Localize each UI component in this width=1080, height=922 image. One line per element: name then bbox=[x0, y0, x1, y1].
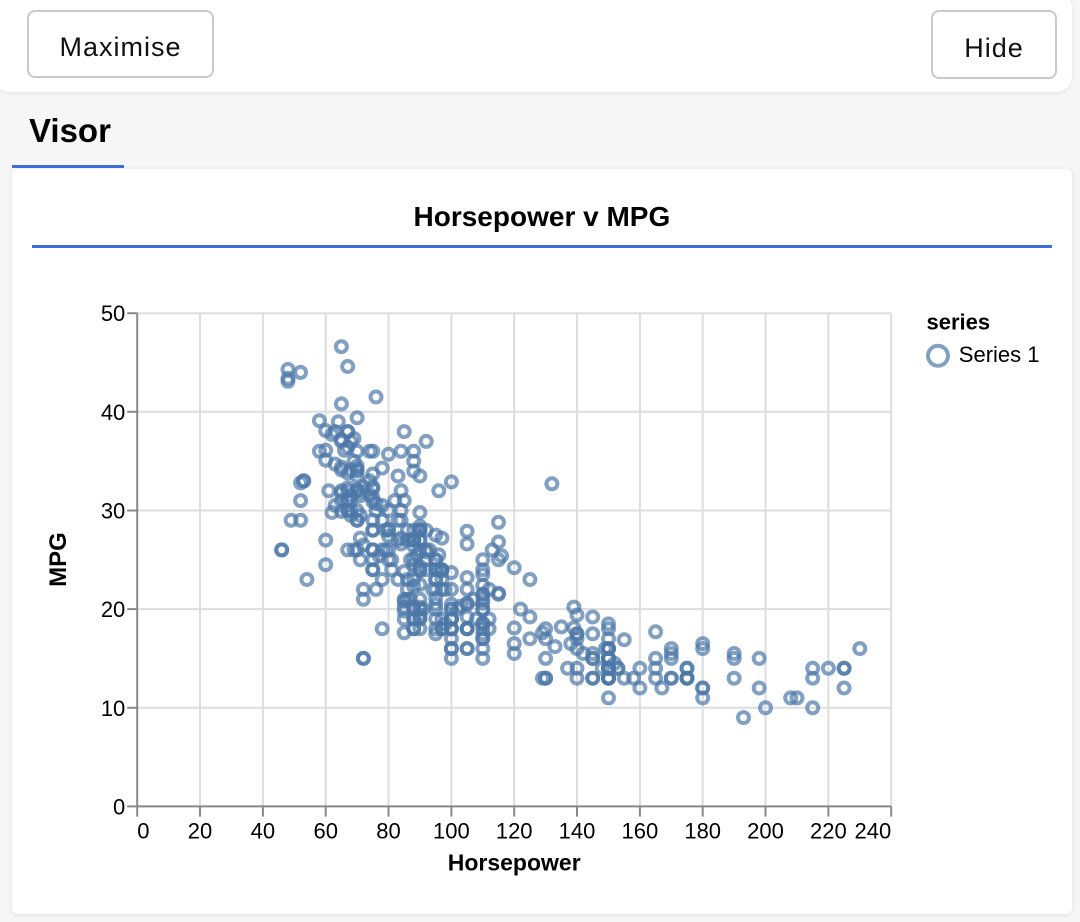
svg-text:60: 60 bbox=[313, 819, 337, 844]
svg-text:Series 1: Series 1 bbox=[959, 342, 1040, 367]
svg-text:120: 120 bbox=[496, 819, 533, 844]
svg-text:40: 40 bbox=[101, 400, 125, 425]
svg-text:100: 100 bbox=[433, 819, 470, 844]
svg-text:240: 240 bbox=[854, 819, 891, 844]
svg-text:30: 30 bbox=[101, 499, 125, 524]
svg-text:80: 80 bbox=[376, 819, 400, 844]
svg-text:20: 20 bbox=[188, 819, 212, 844]
svg-text:MPG: MPG bbox=[45, 532, 72, 587]
svg-text:series: series bbox=[927, 310, 991, 335]
svg-text:220: 220 bbox=[810, 819, 847, 844]
svg-text:10: 10 bbox=[101, 696, 125, 721]
svg-text:40: 40 bbox=[251, 819, 275, 844]
svg-text:Horsepower: Horsepower bbox=[448, 850, 581, 876]
svg-text:180: 180 bbox=[684, 819, 721, 844]
svg-text:140: 140 bbox=[559, 819, 596, 844]
svg-text:0: 0 bbox=[113, 794, 125, 819]
svg-text:0: 0 bbox=[137, 819, 149, 844]
svg-text:50: 50 bbox=[101, 301, 125, 326]
svg-text:20: 20 bbox=[101, 597, 125, 622]
svg-text:160: 160 bbox=[622, 819, 659, 844]
svg-text:200: 200 bbox=[747, 819, 784, 844]
